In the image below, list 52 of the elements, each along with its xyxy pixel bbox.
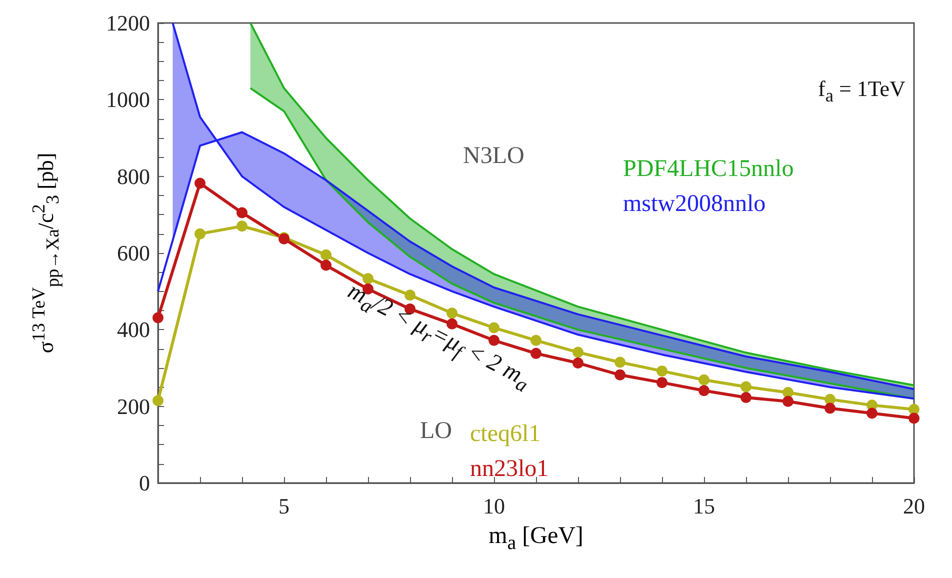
point	[320, 249, 332, 260]
point	[698, 374, 710, 386]
point	[698, 385, 710, 396]
point	[152, 395, 164, 406]
point	[614, 356, 626, 368]
annotation: N3LO	[463, 143, 524, 170]
point	[194, 228, 206, 240]
y-tick-label: 1200	[106, 10, 150, 36]
point	[236, 207, 248, 218]
y-tick-label: 0	[139, 470, 150, 496]
text: nn23lo1	[470, 456, 549, 483]
point	[446, 318, 458, 330]
point	[572, 358, 584, 369]
point	[194, 178, 206, 189]
point	[656, 366, 668, 377]
point	[740, 392, 752, 404]
legend-label: PDF4LHC15nnlo	[623, 156, 794, 183]
point	[152, 312, 164, 324]
point	[824, 394, 836, 405]
x-axis-title: m$_{a}$ [GeV]	[488, 523, 584, 555]
point	[362, 273, 374, 284]
point	[782, 396, 794, 407]
point	[908, 412, 920, 424]
y-tick-label: 200	[117, 394, 150, 419]
point	[656, 377, 668, 388]
x-tick-label: 10	[483, 494, 505, 518]
point	[740, 381, 752, 392]
y-tick-label: 1000	[106, 87, 150, 112]
point	[446, 308, 458, 319]
point	[488, 322, 500, 334]
annotation: LO	[420, 418, 452, 445]
y-tick-label: 800	[117, 164, 150, 189]
point	[320, 260, 332, 271]
text: cteq6l1	[470, 421, 541, 448]
point	[614, 369, 626, 380]
x-tick-label: 5	[278, 494, 290, 518]
point	[404, 303, 416, 314]
point	[572, 346, 584, 358]
y-tick-label: 600	[117, 240, 150, 266]
x-tick-label: 20	[903, 494, 925, 518]
point	[866, 408, 878, 419]
annotation: f$_{a}$ = 1TeV	[818, 76, 906, 106]
x-tick-label: 15	[693, 494, 715, 518]
y-tick-label: 400	[117, 317, 150, 342]
point	[530, 334, 542, 346]
point	[404, 290, 416, 301]
point	[824, 402, 836, 414]
point	[530, 348, 542, 359]
point	[782, 387, 794, 398]
point	[488, 334, 500, 346]
legend-label: mstw2008nnlo	[623, 191, 766, 218]
point	[236, 220, 248, 232]
